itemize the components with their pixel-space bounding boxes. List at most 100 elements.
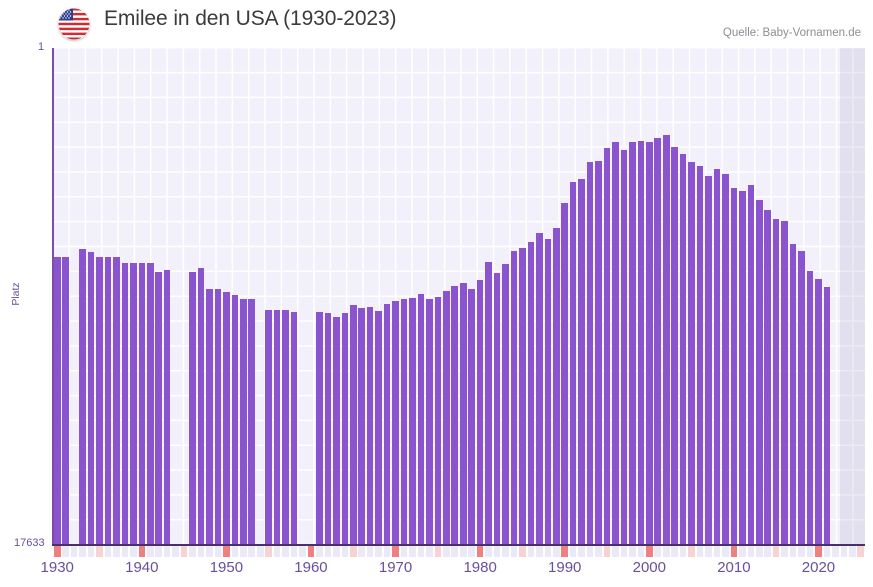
bar-1943[interactable] [163, 270, 171, 545]
bar-1967[interactable] [366, 307, 374, 545]
bar-2005[interactable] [688, 161, 695, 545]
bar-2011[interactable] [739, 191, 746, 545]
x-axis-label-2020: 2020 [801, 559, 836, 576]
bar-1987[interactable] [536, 232, 543, 545]
bar-1957[interactable] [282, 310, 289, 545]
bar-1981[interactable] [485, 261, 492, 545]
bar-2012[interactable] [747, 185, 755, 545]
x-tick-1941 [146, 546, 154, 557]
bar-2006[interactable] [696, 165, 704, 545]
bar-1973[interactable] [417, 294, 425, 545]
bar-1984[interactable] [510, 251, 518, 545]
bar-2018[interactable] [798, 251, 805, 545]
bar-1997[interactable] [620, 150, 628, 545]
bar-1968[interactable] [375, 310, 382, 545]
bar-1985[interactable] [519, 248, 526, 545]
bar-1979[interactable] [468, 288, 475, 545]
x-tick-1943 [163, 546, 171, 557]
bar-1974[interactable] [426, 298, 433, 545]
bar-1975[interactable] [434, 297, 442, 545]
bar-1992[interactable] [578, 179, 585, 545]
bar-1978[interactable] [459, 282, 467, 545]
bar-2002[interactable] [662, 135, 670, 545]
bar-1999[interactable] [637, 141, 645, 545]
bar-1948[interactable] [206, 288, 213, 545]
bar-1991[interactable] [569, 181, 577, 545]
bar-1993[interactable] [586, 162, 594, 545]
bar-1998[interactable] [629, 142, 636, 545]
bar-1994[interactable] [595, 161, 602, 545]
bar-1946[interactable] [189, 272, 196, 545]
bar-1953[interactable] [248, 298, 256, 545]
bar-1982[interactable] [493, 273, 501, 545]
bar-1964[interactable] [341, 312, 349, 545]
bar-2014[interactable] [764, 210, 772, 545]
bar-1972[interactable] [409, 298, 416, 545]
bar-1939[interactable] [130, 263, 137, 545]
x-axis-label-1930: 1930 [40, 559, 74, 576]
bar-1955[interactable] [265, 310, 272, 545]
x-axis-label-1950: 1950 [209, 559, 244, 576]
bar-1961[interactable] [316, 312, 323, 545]
bar-1983[interactable] [502, 263, 509, 545]
bar-1940[interactable] [138, 262, 146, 545]
bar-1990[interactable] [561, 203, 569, 545]
bar-1976[interactable] [443, 290, 450, 545]
x-tick-1955 [265, 546, 272, 557]
x-tick-1963 [333, 546, 340, 557]
x-tick-1954 [256, 546, 264, 557]
bar-1935[interactable] [96, 256, 103, 545]
x-tick-1931 [62, 546, 69, 557]
bar-2015[interactable] [772, 219, 780, 545]
x-axis-label-1970: 1970 [378, 559, 413, 576]
bar-1989[interactable] [552, 228, 560, 545]
bar-1956[interactable] [273, 310, 281, 545]
bar-2008[interactable] [713, 168, 721, 545]
bar-1930[interactable] [53, 256, 61, 545]
bar-2009[interactable] [722, 174, 729, 545]
bar-1949[interactable] [214, 288, 222, 545]
x-tick-1990 [561, 546, 569, 557]
bar-1995[interactable] [603, 148, 611, 545]
bar-1934[interactable] [87, 252, 95, 545]
bar-2003[interactable] [671, 147, 678, 545]
bar-1950[interactable] [223, 291, 230, 545]
bar-2007[interactable] [705, 175, 712, 545]
bar-2013[interactable] [755, 200, 763, 545]
bar-1958[interactable] [290, 312, 298, 545]
bar-1962[interactable] [324, 312, 332, 545]
bar-1938[interactable] [121, 262, 129, 545]
bar-1937[interactable] [113, 257, 120, 545]
x-axis-label-1940: 1940 [125, 559, 159, 576]
bar-1988[interactable] [544, 238, 552, 545]
bar-1977[interactable] [451, 286, 459, 545]
bar-2010[interactable] [730, 187, 738, 545]
bar-1969[interactable] [383, 304, 391, 545]
bar-2000[interactable] [646, 141, 653, 545]
bar-1970[interactable] [392, 301, 399, 545]
bar-2021[interactable] [823, 286, 831, 545]
bar-1986[interactable] [527, 242, 535, 545]
bar-1965[interactable] [349, 305, 357, 545]
x-tick-1937 [113, 546, 120, 557]
bar-1966[interactable] [358, 308, 366, 545]
bar-2020[interactable] [815, 279, 822, 545]
bar-1931[interactable] [62, 256, 69, 545]
bar-1963[interactable] [333, 316, 340, 545]
bar-1971[interactable] [400, 298, 408, 545]
bar-1947[interactable] [197, 267, 205, 545]
bar-1996[interactable] [612, 142, 619, 545]
bar-2019[interactable] [806, 270, 814, 545]
bar-1936[interactable] [104, 256, 112, 545]
bar-2001[interactable] [654, 138, 662, 545]
bar-1952[interactable] [240, 298, 247, 545]
us-flag-circle-icon [58, 8, 90, 40]
bar-1941[interactable] [146, 263, 154, 545]
bar-1951[interactable] [231, 295, 239, 545]
bar-2017[interactable] [789, 244, 797, 545]
bar-2016[interactable] [781, 221, 788, 545]
bar-2004[interactable] [679, 154, 687, 545]
bar-1933[interactable] [79, 248, 86, 545]
bar-1980[interactable] [476, 279, 484, 545]
bar-1942[interactable] [155, 271, 163, 545]
